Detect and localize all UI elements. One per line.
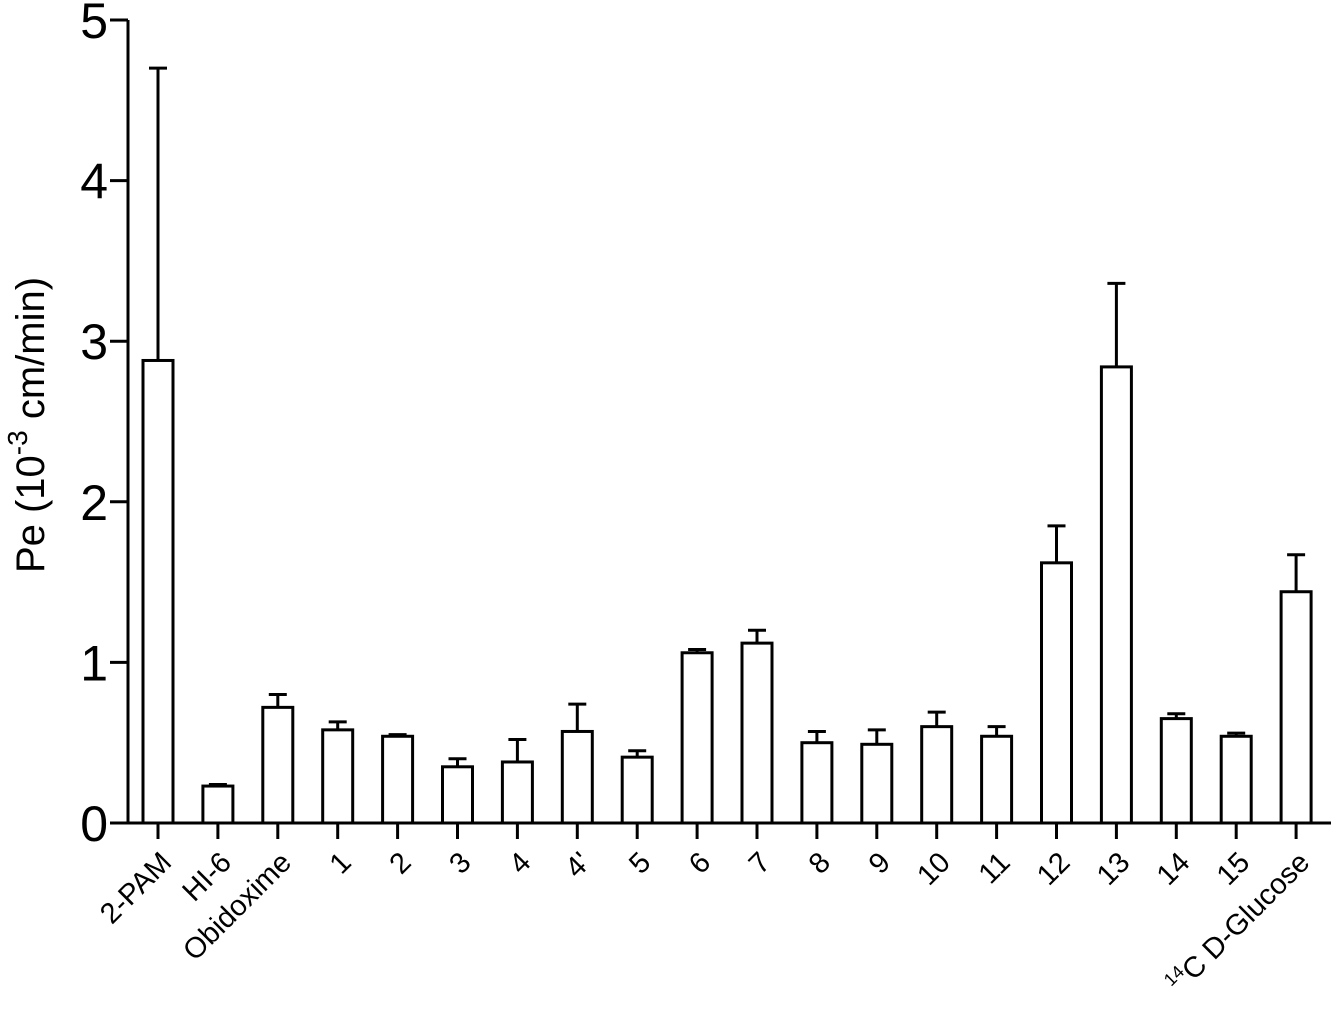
svg-text:14: 14: [1151, 846, 1196, 891]
bar: [1099, 365, 1133, 825]
y-tick-label: 5: [80, 0, 108, 49]
y-axis-title-unit: cm/min): [9, 277, 53, 430]
svg-text:4': 4': [559, 846, 597, 884]
svg-text:3: 3: [443, 846, 477, 880]
y-tick-label: 1: [80, 635, 108, 691]
bar: [321, 728, 355, 825]
svg-text:12: 12: [1031, 846, 1076, 891]
x-tick-label: Obidoxime: [177, 846, 298, 967]
svg-text:Obidoxime: Obidoxime: [177, 846, 298, 967]
x-tick-label: 4: [503, 846, 537, 880]
bars: [141, 358, 1313, 825]
svg-text:6: 6: [683, 846, 717, 880]
bar: [860, 742, 894, 825]
bar: [560, 729, 594, 825]
bar: [1279, 590, 1313, 825]
svg-text:9: 9: [863, 846, 897, 880]
x-tick-label: 9: [863, 846, 897, 880]
x-tick-label: 5: [623, 846, 657, 880]
bar: [201, 784, 235, 825]
x-tick-label: 13: [1091, 846, 1136, 891]
bar: [680, 651, 714, 825]
x-tick-label: 10: [911, 846, 956, 891]
svg-text:10: 10: [911, 846, 956, 891]
error-bars: [149, 66, 1306, 787]
svg-text:4: 4: [503, 846, 537, 880]
bar: [620, 755, 654, 825]
x-tick-label: 2: [384, 846, 418, 880]
svg-text:8: 8: [803, 846, 837, 880]
bar: [141, 358, 175, 825]
x-axis: [128, 821, 1331, 839]
bar: [1040, 561, 1073, 825]
y-axis-title-main: Pe (10: [9, 455, 53, 573]
bar: [381, 734, 415, 825]
y-tick-label: 0: [80, 796, 108, 852]
y-tick-label: 2: [80, 475, 108, 531]
y-tick-label: 3: [80, 314, 108, 370]
y-axis-title: Pe (10-3 cm/min): [2, 277, 53, 573]
x-tick-label: 11: [973, 846, 1017, 890]
bar: [500, 760, 534, 825]
x-tick-label: 14: [1151, 846, 1196, 891]
bar: [920, 725, 954, 825]
x-tick-label: 7: [743, 846, 777, 880]
y-axis-title-superscript: -3: [2, 430, 33, 455]
x-tick-label: 15: [1211, 846, 1256, 891]
svg-text:2-PAM: 2-PAM: [94, 846, 178, 930]
bar: [740, 641, 774, 825]
svg-text:5: 5: [623, 846, 657, 880]
x-tick-label: 4': [559, 846, 597, 884]
svg-text:Pe (10-3 cm/min): Pe (10-3 cm/min): [2, 277, 53, 573]
bar: [1159, 717, 1193, 825]
svg-text:2: 2: [384, 846, 418, 880]
x-tick-label: 6: [683, 846, 717, 880]
x-tick-label: 12: [1031, 846, 1076, 891]
bar: [980, 734, 1014, 825]
x-tick-label: 2-PAM: [94, 846, 178, 930]
svg-text:15: 15: [1211, 846, 1256, 891]
bar: [441, 765, 474, 825]
bar: [1219, 734, 1253, 825]
svg-text:13: 13: [1091, 846, 1136, 891]
x-tick-label: 1: [324, 846, 358, 880]
x-tick-label: 8: [803, 846, 837, 880]
bar: [800, 741, 834, 825]
svg-text:7: 7: [743, 846, 777, 880]
bar: [261, 705, 295, 825]
svg-text:1: 1: [324, 846, 358, 880]
x-tick-label: 3: [443, 846, 477, 880]
y-axis: 0 1 2 3 4 5: [80, 0, 130, 852]
y-tick-label: 4: [80, 154, 108, 210]
svg-text:11: 11: [973, 846, 1017, 890]
